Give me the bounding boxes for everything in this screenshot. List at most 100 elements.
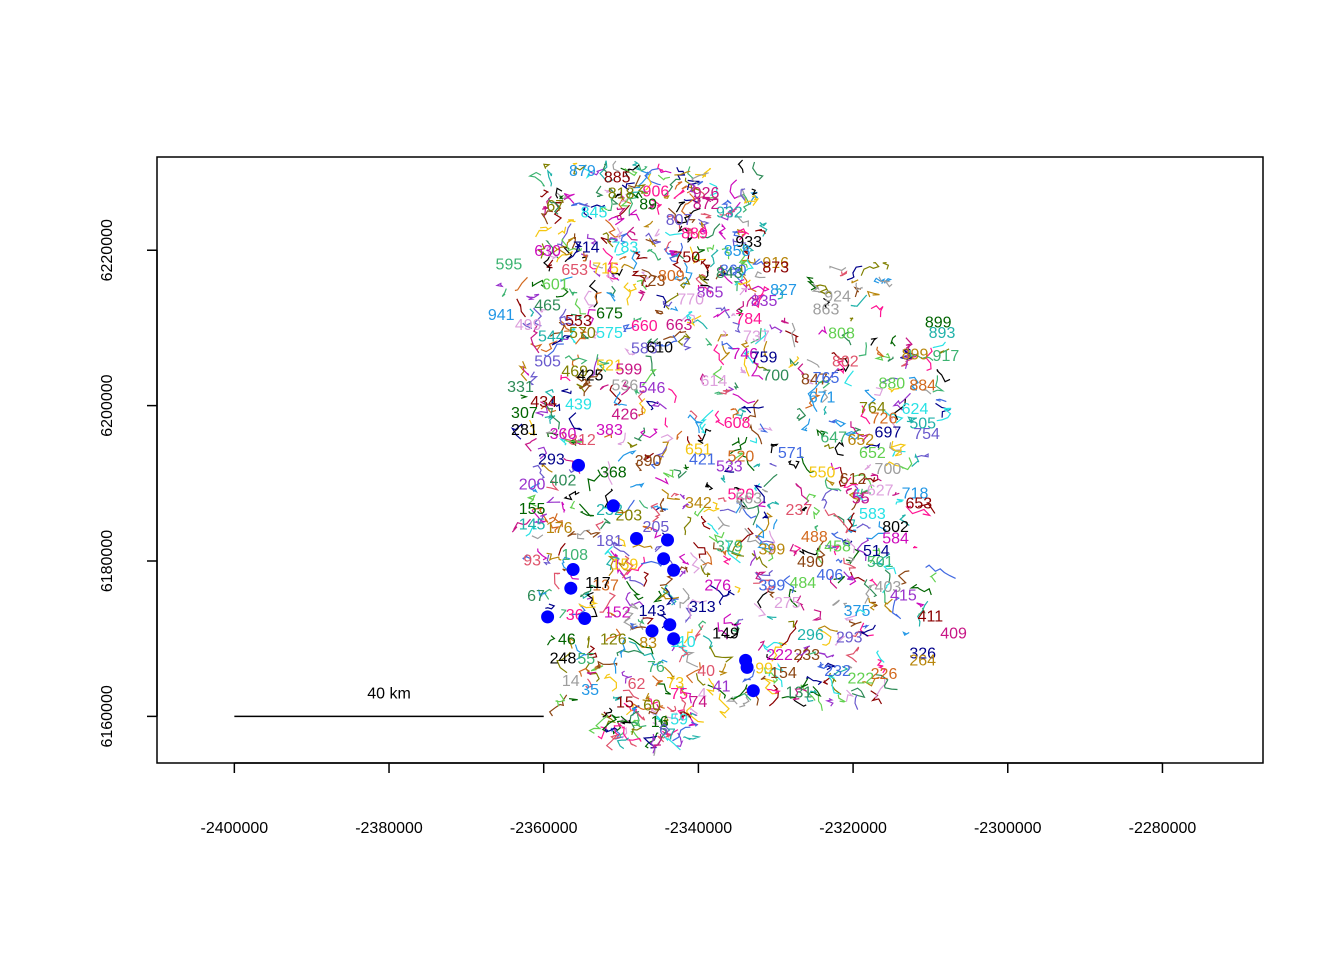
stream-segment [650,527,662,539]
stream-segment [607,198,613,211]
stream-segment [558,542,566,556]
stream-segment [643,220,654,228]
segment-label: 885 [604,169,631,186]
stream-segment [799,547,819,556]
stream-segment [654,228,660,237]
stream-segment [637,390,645,403]
site-point [541,610,555,624]
stream-segment [753,484,765,504]
stream-segment [597,726,608,740]
x-tick-label: -2340000 [665,820,733,837]
segment-label: 653 [561,262,588,279]
stream-segment [700,558,708,572]
stream-segment [683,197,701,204]
segment-label: 74 [690,694,708,711]
stream-segment [511,518,531,533]
segment-label: 465 [534,298,561,315]
stream-segment [763,341,768,359]
stream-segment [543,252,553,272]
segment-label: 802 [832,354,859,371]
stream-segment [603,461,613,485]
segment-label: 544 [538,329,565,346]
stream-segment [673,469,687,479]
segment-label: 176 [546,520,573,537]
stream-segment [628,197,637,217]
stream-segment [621,670,632,684]
stream-segment [624,168,638,177]
stream-segment [557,226,567,235]
stream-segment [602,707,613,718]
stream-segment [851,630,863,638]
stream-segment [739,286,748,296]
segment-label: 383 [596,422,623,439]
stream-segment [806,689,818,702]
stream-segment [780,317,789,324]
stream-segment [723,466,735,473]
segment-label: 865 [697,284,724,301]
segment-label: 570 [569,325,596,342]
segment-label: 608 [724,415,751,432]
stream-segment [817,694,823,711]
stream-segment [686,436,691,446]
stream-segment [731,437,740,446]
segment-label: 439 [565,396,592,413]
segment-label: 671 [809,389,836,406]
stream-segment [625,591,644,606]
stream-segment [622,555,634,579]
stream-segment [709,584,724,606]
segment-label: 402 [550,472,577,489]
stream-segment [848,488,862,500]
segment-label: 399 [759,577,786,594]
stream-segment [578,668,591,677]
segment-label: 520 [728,448,755,465]
stream-segment [811,283,825,294]
stream-segment [845,487,853,495]
stream-segment [572,162,578,165]
segment-label: 802 [882,519,909,536]
x-tick-label: -2320000 [819,820,887,837]
segment-label: 700 [875,461,902,478]
stream-segment [663,715,669,723]
stream-segment [599,160,614,183]
stream-segment [854,485,868,502]
stream-segment [586,233,597,245]
stream-segment [939,348,950,355]
stream-segment [641,268,658,280]
stream-segment [807,382,820,413]
stream-segment [818,652,835,659]
stream-segment [749,191,759,206]
stream-segment [621,381,631,396]
site-point [740,660,754,674]
stream-segment [775,288,784,300]
stream-segment [619,191,624,199]
stream-segment [760,675,766,680]
stream-segment [695,673,706,686]
stream-segment [663,735,681,751]
stream-segment [908,376,919,391]
stream-segment [638,499,649,509]
stream-segment [787,460,800,470]
stream-segment [921,388,932,395]
segment-label: 601 [542,277,569,294]
segment-label: 765 [813,370,840,387]
stream-segment [850,294,868,307]
stream-segment [753,579,773,584]
stream-segment [733,280,742,292]
segment-label: 137 [592,577,619,594]
stream-segment [832,599,840,606]
segment-label: 563 [735,490,762,507]
stream-segment [719,508,736,513]
stream-segment [649,198,662,215]
stream-segment [718,693,730,719]
stream-segment [847,664,853,669]
stream-segment [755,228,766,235]
stream-segment [581,206,593,220]
segment-label: 584 [882,531,909,548]
site-point [661,533,674,547]
stream-segment [679,569,686,578]
stream-segment [666,712,678,720]
stream-segment [638,289,646,302]
stream-segment [714,391,724,395]
stream-segment [929,572,937,583]
stream-segment [751,285,770,307]
